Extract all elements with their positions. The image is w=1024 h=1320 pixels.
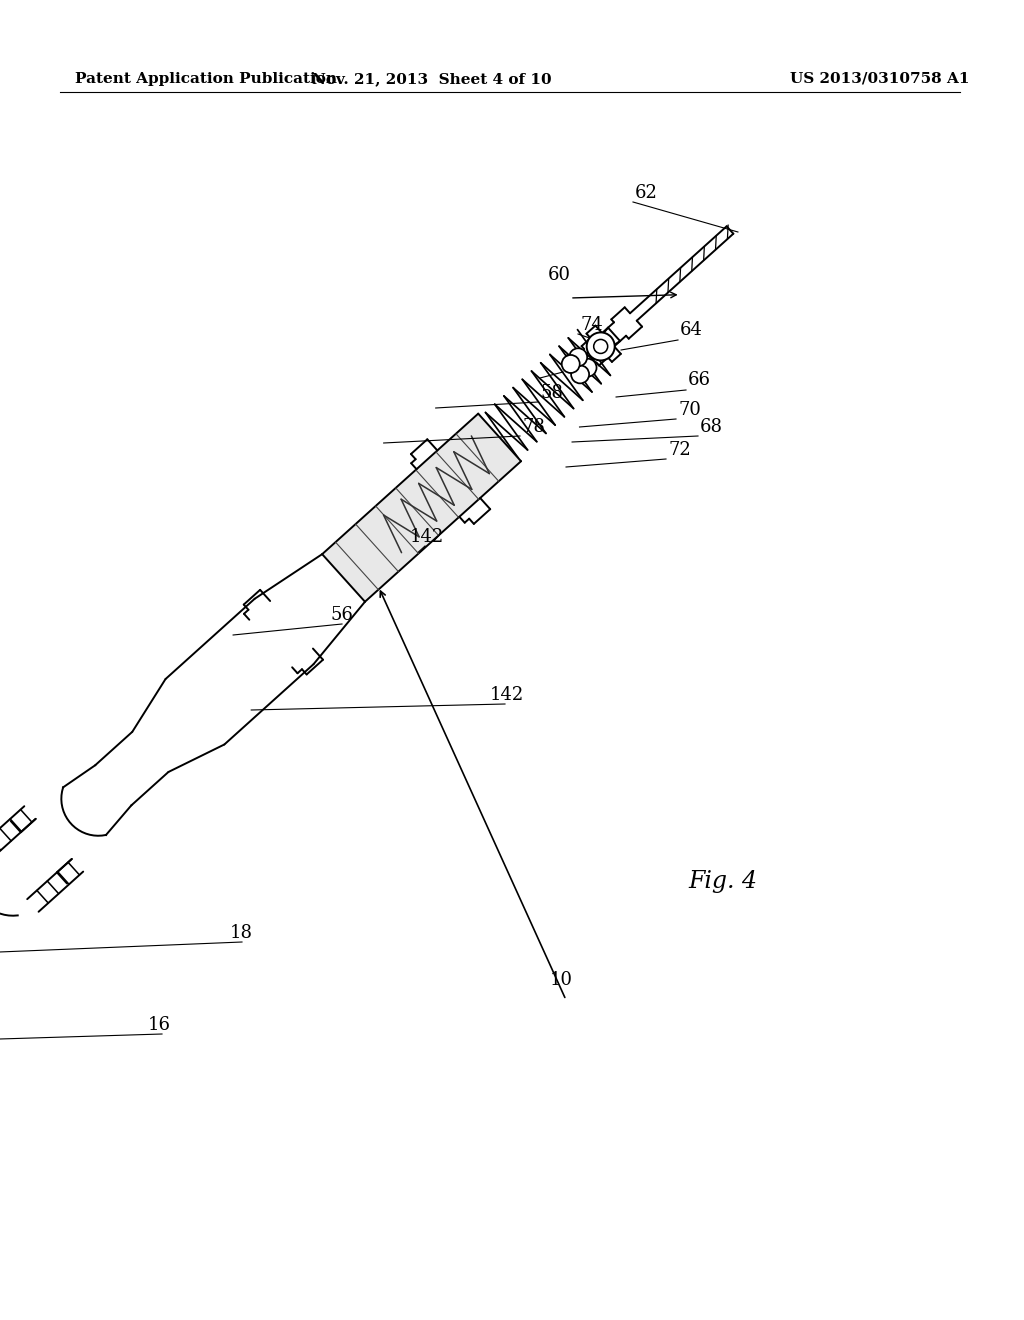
Text: 76: 76 [565,354,588,372]
Circle shape [571,366,589,383]
Text: 18: 18 [230,924,253,942]
Circle shape [569,348,587,366]
Circle shape [587,333,614,360]
Polygon shape [323,413,521,602]
Text: 62: 62 [635,183,657,202]
Circle shape [579,359,597,376]
Text: 16: 16 [148,1016,171,1034]
Text: 64: 64 [680,321,702,339]
Text: 142: 142 [410,528,444,546]
Text: 68: 68 [700,418,723,436]
Text: 60: 60 [548,267,571,284]
Text: 66: 66 [688,371,711,389]
Text: Nov. 21, 2013  Sheet 4 of 10: Nov. 21, 2013 Sheet 4 of 10 [312,73,552,86]
Circle shape [562,355,580,374]
Text: 58: 58 [540,384,563,403]
Text: 10: 10 [550,972,573,989]
Text: 78: 78 [522,418,545,436]
Text: 74: 74 [580,315,603,334]
Text: 56: 56 [330,606,353,624]
Text: US 2013/0310758 A1: US 2013/0310758 A1 [790,73,970,86]
Text: 72: 72 [668,441,691,459]
Text: 70: 70 [678,401,700,418]
Text: Patent Application Publication: Patent Application Publication [75,73,337,86]
Text: Fig. 4: Fig. 4 [688,870,757,894]
Text: 142: 142 [490,686,524,704]
